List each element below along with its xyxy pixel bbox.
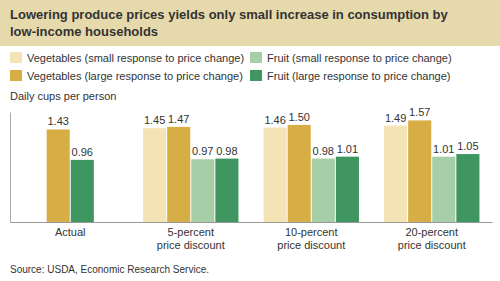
bar (312, 159, 335, 222)
bar (336, 157, 359, 222)
legend-swatch (250, 70, 262, 81)
legend-label: Fruit (large response to price change) (267, 70, 450, 82)
chart-svg: Lowering produce prices yields only smal… (0, 0, 500, 281)
bar (143, 128, 166, 222)
data-labels: 1.430.961.451.470.970.981.461.500.981.01… (47, 106, 478, 157)
y-axis-line (10, 113, 11, 223)
x-tick-label: 20-percentprice discount (398, 226, 466, 251)
data-label: 0.97 (192, 145, 213, 157)
source-note: Source: USDA, Economic Research Service. (10, 264, 209, 275)
bar (191, 159, 214, 222)
bar (384, 126, 407, 222)
x-tick-label: 10-percentprice discount (277, 226, 345, 251)
header-band (0, 0, 500, 46)
legend-swatch (10, 70, 22, 81)
legend-item: Vegetables (small response to price chan… (10, 52, 244, 64)
x-tick: 5-percentprice discount (157, 226, 225, 251)
bar (71, 160, 94, 222)
data-label: 1.47 (168, 113, 189, 125)
bar (167, 127, 190, 222)
legend-item: Fruit (large response to price change) (250, 70, 450, 82)
x-tick: 20-percentprice discount (398, 226, 466, 251)
data-label: 1.01 (433, 143, 454, 155)
bar (264, 128, 287, 222)
legend-swatch (10, 52, 22, 63)
data-label: 1.46 (264, 114, 285, 126)
chart-container: Lowering produce prices yields only smal… (0, 0, 500, 281)
legend-swatch (250, 52, 262, 63)
legend-label: Fruit (small response to price change) (267, 52, 452, 64)
x-tick: 10-percentprice discount (277, 226, 345, 251)
data-label: 1.43 (47, 115, 68, 127)
x-axis: Actual 5-percentprice discount 10-percentp… (11, 223, 493, 252)
legend-item: Vegetables (large response to price chan… (10, 70, 243, 82)
bar (47, 129, 70, 222)
legend-label: Vegetables (large response to price chan… (27, 70, 243, 82)
data-label: 0.96 (72, 146, 93, 158)
data-label: 1.49 (385, 112, 406, 124)
x-axis-line (11, 222, 493, 223)
data-label: 1.57 (409, 106, 430, 118)
data-label: 0.98 (216, 145, 237, 157)
data-label: 1.01 (337, 143, 358, 155)
bar (456, 154, 479, 222)
x-tick-label: 5-percentprice discount (157, 226, 225, 251)
x-tick: Actual (55, 226, 86, 238)
bar (408, 120, 431, 222)
y-axis (10, 113, 11, 223)
bar (432, 157, 455, 222)
bar (215, 159, 238, 222)
x-tick-label: Actual (55, 226, 86, 238)
title: Lowering produce prices yields only smal… (10, 7, 449, 39)
legend: Vegetables (small response to price chan… (10, 52, 452, 82)
data-label: 1.05 (457, 140, 478, 152)
y-axis-label: Daily cups per person (10, 90, 116, 102)
bars (47, 120, 480, 222)
bar (288, 125, 311, 222)
legend-item: Fruit (small response to price change) (250, 52, 452, 64)
legend-label: Vegetables (small response to price chan… (27, 52, 244, 64)
data-label: 0.98 (313, 145, 334, 157)
data-label: 1.50 (288, 111, 309, 123)
data-label: 1.45 (144, 114, 165, 126)
